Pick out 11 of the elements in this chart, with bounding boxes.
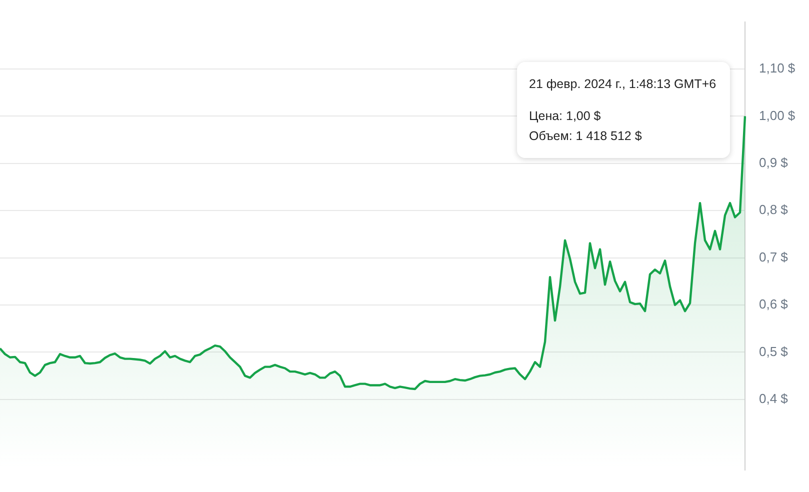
annotation: Цена: 1,00 $ [529,108,602,124]
y-tick-label: 0,5 $ [759,344,789,359]
annotation: 21 февр. 2024 г., 1:48:13 GMT+6 [529,76,718,92]
y-tick-label: 0,7 $ [759,249,789,264]
y-tick-label: 1,10 $ [759,60,796,76]
y-tick-label: 0,4 $ [759,390,789,406]
annotation: Объем: 1 418 512 $ [529,128,643,144]
y-tick-label: 0,6 $ [759,296,789,312]
y-tick-label: 0,9 $ [759,154,789,170]
y-tick-label: 0,8 $ [759,202,789,218]
y-tick-label: 1,00 $ [759,108,796,123]
